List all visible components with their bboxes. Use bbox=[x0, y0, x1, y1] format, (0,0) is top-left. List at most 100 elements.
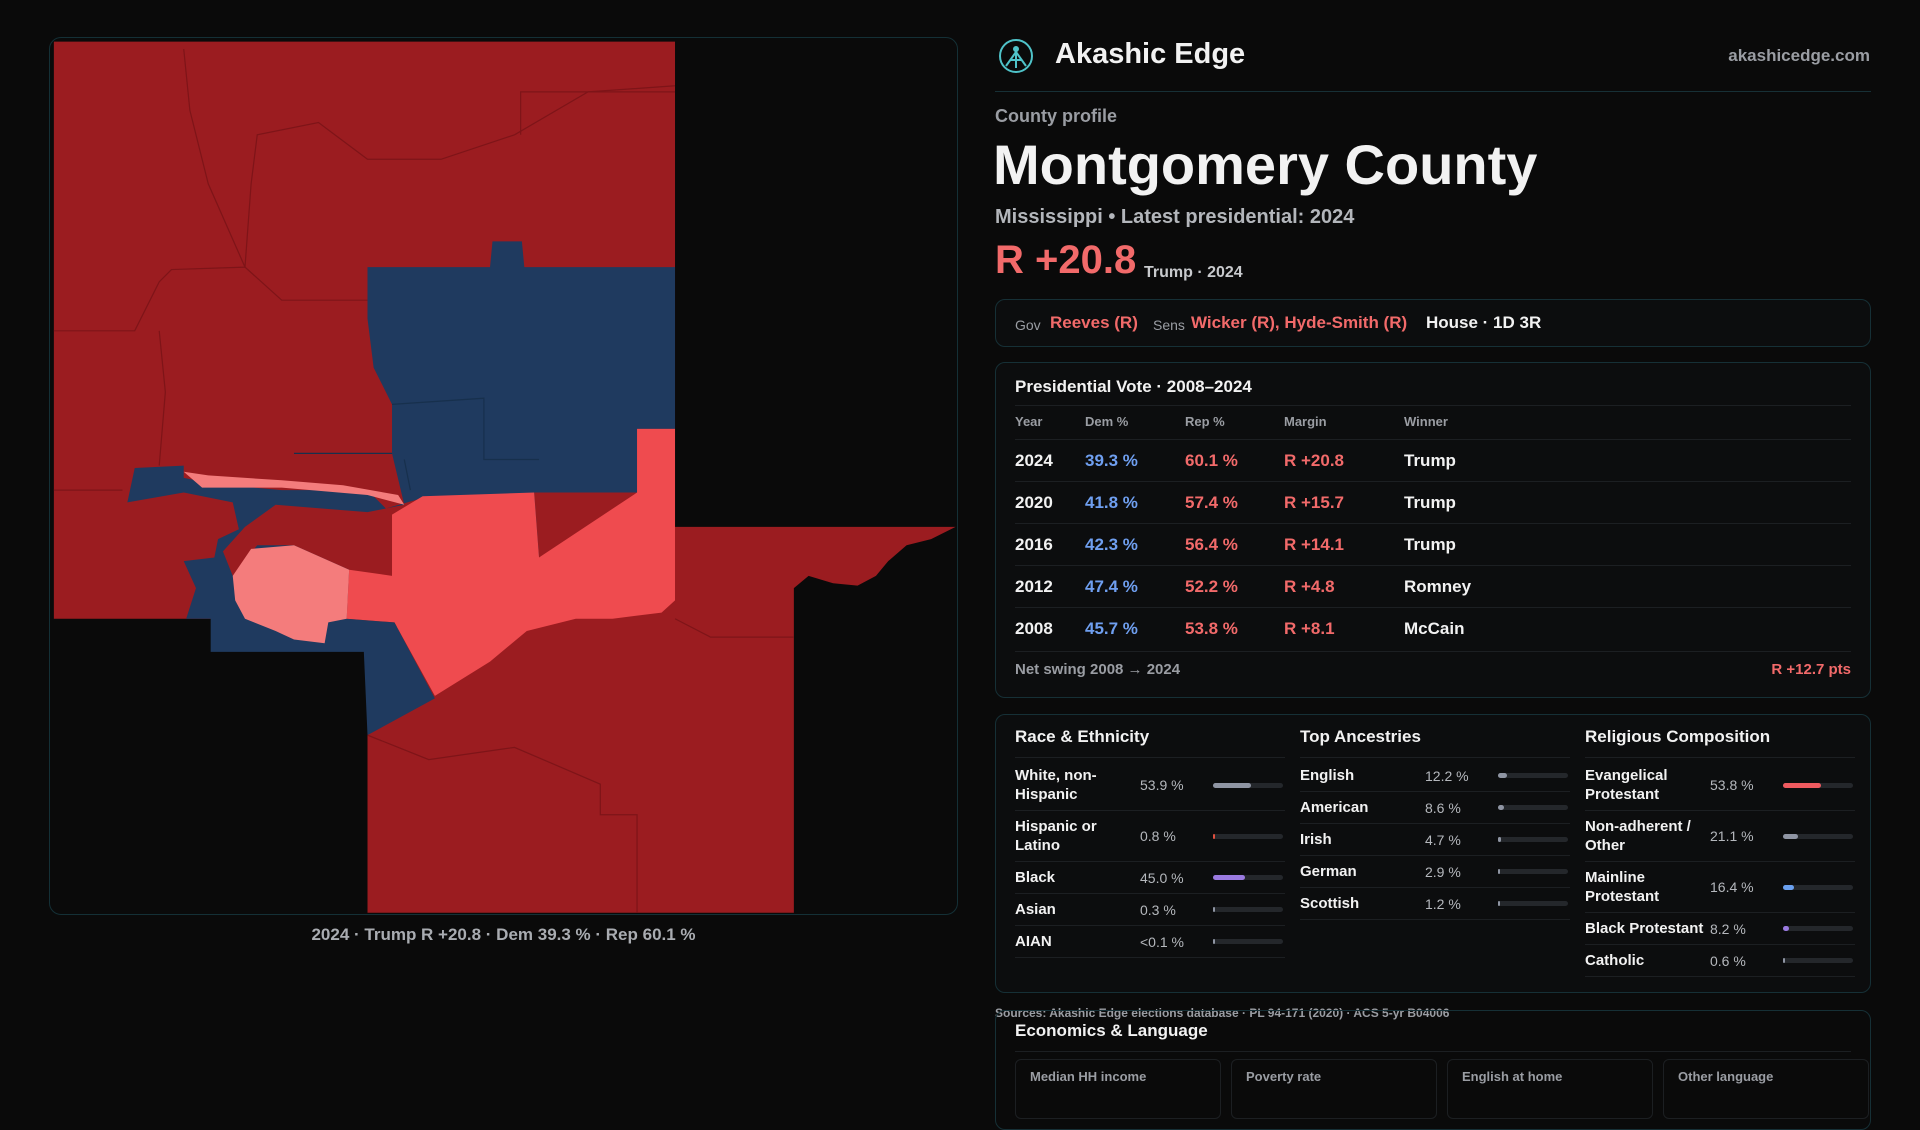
demo-column: Top Ancestries English 12.2 % American 8.6 %… bbox=[1300, 715, 1570, 920]
bar bbox=[1498, 805, 1505, 810]
swing-value: R +12.7 pts bbox=[1771, 661, 1851, 678]
row-label: AIAN bbox=[1015, 933, 1052, 950]
column-header: Year bbox=[1015, 414, 1043, 429]
row-value: 12.2 % bbox=[1425, 767, 1469, 784]
stat-card bbox=[1231, 1059, 1437, 1119]
demo-row: AIAN <0.1 % bbox=[1015, 926, 1285, 958]
bar bbox=[1783, 833, 1798, 839]
demo-row: Catholic 0.6 % bbox=[1585, 945, 1855, 977]
swing-label: Net swing 2008 → 2024 bbox=[1015, 661, 1181, 678]
demo-row: Asian 0.3 % bbox=[1015, 894, 1285, 926]
cell: Trump bbox=[1404, 493, 1456, 512]
logo bbox=[999, 39, 1033, 73]
sources: Sources: Akashic Edge elections database… bbox=[995, 1006, 1450, 1020]
section-title: Religious Composition bbox=[1585, 717, 1855, 758]
row-label: Catholic bbox=[1585, 952, 1645, 969]
row-value: 8.2 % bbox=[1710, 920, 1746, 937]
precinct-borders bbox=[293, 397, 540, 491]
table-header: Year Dem % Rep % Margin Winner bbox=[1015, 405, 1851, 439]
demo-row: English 12.2 % bbox=[1300, 760, 1570, 792]
row-value: 0.8 % bbox=[1140, 828, 1176, 844]
cell: McCain bbox=[1404, 619, 1465, 638]
row-value: 53.9 % bbox=[1140, 777, 1184, 793]
bar-track bbox=[1498, 805, 1568, 810]
cell: 45.7 % bbox=[1085, 619, 1138, 638]
row-label: American bbox=[1300, 799, 1369, 816]
bar-track bbox=[1213, 907, 1283, 912]
row-label: Irish bbox=[1300, 831, 1332, 848]
county-map bbox=[53, 41, 956, 913]
column-header: Margin bbox=[1284, 414, 1327, 429]
rows: Evangelical Protestant 53.8 % Non-adherent… bbox=[1585, 758, 1855, 977]
house: House · 1D 3R bbox=[1426, 313, 1542, 332]
officials: Gov Reeves (R) Sens Wicker (R), Hyde-Smi… bbox=[995, 299, 1871, 347]
table-title: Presidential Vote · 2008–2024 bbox=[1015, 377, 1252, 396]
demo-row: White, non-Hispanic 53.9 % bbox=[1015, 760, 1285, 811]
sens-label: Sens bbox=[1153, 317, 1185, 333]
row-value: 53.8 % bbox=[1710, 777, 1754, 793]
demo-row: Black Protestant 8.2 % bbox=[1585, 913, 1855, 945]
subtitle: Mississippi • Latest presidential: 2024 bbox=[995, 206, 1355, 228]
cell: 2024 bbox=[1015, 451, 1053, 470]
stat-card bbox=[1447, 1059, 1653, 1119]
bar-track bbox=[1213, 782, 1283, 788]
demo-row: Irish 4.7 % bbox=[1300, 824, 1570, 856]
table-row: 2020 41.8 % 57.4 % R +15.7 Trump bbox=[1015, 481, 1851, 524]
demo-row: Evangelical Protestant 53.8 % bbox=[1585, 760, 1855, 811]
row-label: English bbox=[1300, 767, 1355, 784]
economics: Economics & Language Median HH income Pov… bbox=[995, 1010, 1871, 1130]
table-row: 2016 42.3 % 56.4 % R +14.1 Trump bbox=[1015, 523, 1851, 566]
cell: Trump bbox=[1404, 535, 1456, 554]
column-header: Dem % bbox=[1085, 414, 1129, 429]
row-value: 1.2 % bbox=[1425, 895, 1461, 912]
cell: R +15.7 bbox=[1284, 493, 1345, 512]
precinct bbox=[183, 471, 405, 505]
demo-row: Scottish 1.2 % bbox=[1300, 888, 1570, 920]
eyebrow: County profile bbox=[995, 106, 1117, 126]
demo-column: Race & Ethnicity White, non-Hispanic 53.9 … bbox=[1015, 715, 1285, 958]
row-label: Evangelical Protestant bbox=[1585, 767, 1668, 803]
column-header: Rep % bbox=[1185, 414, 1225, 429]
margin: R +20.8 bbox=[995, 238, 1137, 282]
row-label: Black Protestant bbox=[1585, 920, 1704, 937]
cell: 47.4 % bbox=[1085, 577, 1138, 596]
row-value: 2.9 % bbox=[1425, 863, 1461, 880]
rows: White, non-Hispanic 53.9 % Hispanic or Lat… bbox=[1015, 758, 1285, 958]
bar-track bbox=[1213, 875, 1283, 880]
section-title: Economics & Language bbox=[1015, 1021, 1208, 1040]
bar bbox=[1783, 926, 1789, 931]
map-panel bbox=[49, 37, 958, 915]
demo-row: Hispanic or Latino 0.8 % bbox=[1015, 811, 1285, 862]
cell: R +20.8 bbox=[1284, 451, 1345, 470]
row-label: Non-adherent / Other bbox=[1585, 818, 1691, 854]
row-label: Scottish bbox=[1300, 895, 1360, 912]
bar bbox=[1213, 907, 1215, 912]
map-caption: 2024 · Trump R +20.8 · Dem 39.3 % · Rep … bbox=[311, 925, 696, 944]
table-row: 2024 39.3 % 60.1 % R +20.8 Trump bbox=[1015, 439, 1851, 482]
row-value: <0.1 % bbox=[1140, 933, 1184, 950]
bar bbox=[1783, 782, 1821, 788]
row-value: 0.6 % bbox=[1710, 952, 1746, 969]
cell: 60.1 % bbox=[1185, 451, 1238, 470]
demo-row: Mainline Protestant 16.4 % bbox=[1585, 862, 1855, 913]
table-row: 2012 47.4 % 52.2 % R +4.8 Romney bbox=[1015, 565, 1851, 608]
gov: Reeves (R) bbox=[1050, 313, 1138, 332]
demo-column: Religious Composition Evangelical Protest… bbox=[1585, 715, 1855, 977]
section-title: Top Ancestries bbox=[1300, 717, 1570, 758]
divider bbox=[995, 91, 1871, 92]
stat-card bbox=[1015, 1059, 1221, 1119]
demo-row: German 2.9 % bbox=[1300, 856, 1570, 888]
section-title: Race & Ethnicity bbox=[1015, 717, 1285, 758]
senators: Wicker (R), Hyde-Smith (R) bbox=[1191, 313, 1408, 332]
cell: R +14.1 bbox=[1284, 535, 1345, 554]
bar bbox=[1783, 884, 1795, 890]
row-value: 0.3 % bbox=[1140, 901, 1176, 918]
rows: English 12.2 % American 8.6 % Irish 4.7 % Germ… bbox=[1300, 758, 1570, 920]
bar bbox=[1213, 939, 1215, 944]
site-link[interactable]: akashicedge.com bbox=[1728, 46, 1870, 65]
bar bbox=[1783, 958, 1785, 963]
bar-track bbox=[1498, 869, 1568, 874]
divider bbox=[1015, 1051, 1851, 1052]
row-label: German bbox=[1300, 863, 1357, 880]
cell: R +4.8 bbox=[1284, 577, 1335, 596]
